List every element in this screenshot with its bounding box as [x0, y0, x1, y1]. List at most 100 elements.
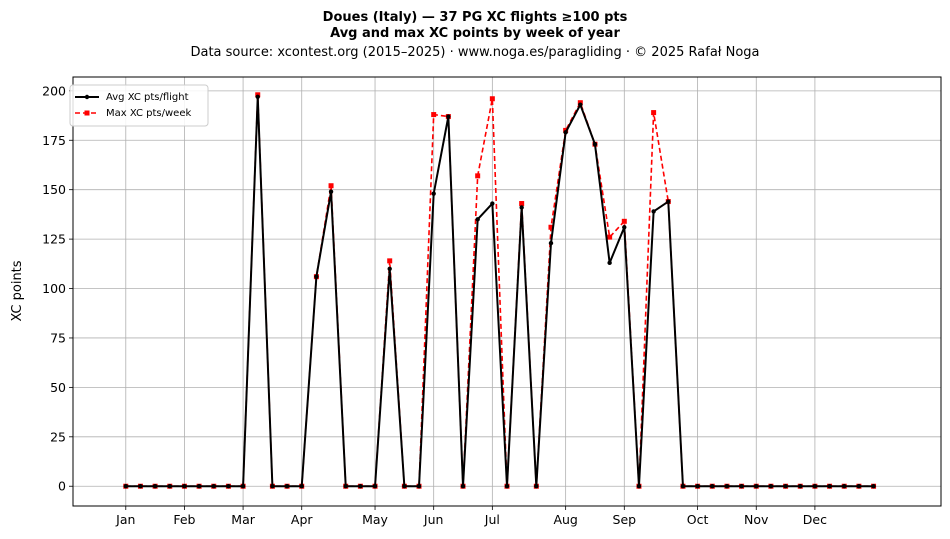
avg-series-point [724, 484, 730, 489]
avg-series-point [490, 201, 495, 206]
x-tick-label: May [362, 512, 388, 527]
legend: Avg XC pts/flight Max XC pts/week [69, 84, 209, 127]
avg-series-point [270, 484, 275, 489]
y-tick-label: 25 [50, 429, 66, 444]
avg-series-point [387, 266, 392, 271]
avg-series-point [783, 484, 788, 489]
avg-series-point [695, 484, 700, 489]
avg-series-line [125, 95, 874, 488]
avg-series-point [563, 130, 568, 135]
y-tick-label: 75 [50, 330, 66, 345]
legend-avg-label: Avg XC pts/flight [106, 92, 189, 103]
avg-series-point [138, 484, 143, 489]
y-tick-label: 200 [42, 83, 66, 98]
max-series-point [621, 218, 627, 224]
avg-series-point [827, 484, 832, 489]
avg-series-point [343, 484, 348, 489]
avg-series-point [504, 484, 510, 489]
avg-series-point [680, 484, 686, 489]
y-tick-label: 125 [42, 232, 66, 247]
avg-series-point [812, 484, 818, 489]
avg-series-point [226, 484, 231, 489]
avg-series-point [402, 484, 407, 489]
x-tick-label: Feb [173, 512, 195, 527]
tick-layer: 0 25 50 75 100 125 150 175 200 Jan Feb Mar Apr May Jun… [42, 83, 827, 527]
avg-series-point [871, 484, 876, 489]
chart-source: Data source: xcontest.org (2015–2025) · … [190, 45, 759, 60]
avg-series-point [548, 240, 554, 246]
plot-frame [72, 76, 942, 507]
avg-series-point [358, 484, 363, 489]
max-series-point [651, 110, 657, 116]
series-layer [123, 92, 877, 489]
avg-series-point [636, 484, 642, 489]
avg-series-point [856, 484, 862, 489]
y-tick-label: 150 [42, 182, 66, 197]
legend-avg-marker [84, 94, 90, 100]
avg-series-point [739, 484, 744, 489]
y-tick-label: 100 [42, 281, 66, 296]
avg-series-point [592, 142, 598, 147]
avg-series-point [607, 260, 612, 266]
avg-series-point [255, 94, 260, 99]
max-series-point [548, 224, 554, 230]
avg-series-point [314, 274, 319, 279]
x-tick-label: Dec [803, 512, 827, 527]
avg-series-point [651, 209, 656, 214]
avg-series-point [328, 189, 334, 194]
avg-series-point [534, 484, 539, 489]
avg-series-point [842, 484, 847, 489]
x-tick-label: Sep [613, 512, 637, 527]
max-series-point [475, 173, 481, 179]
chart-subtitle: Avg and max XC points by week of year [330, 26, 620, 41]
max-series-line [125, 93, 874, 488]
avg-series-point [284, 484, 290, 489]
avg-series-point [710, 484, 715, 489]
legend-box [69, 84, 209, 127]
legend-max-marker [84, 110, 90, 116]
avg-series-point [152, 484, 158, 489]
avg-series-point [622, 225, 627, 230]
avg-series-point [167, 484, 172, 489]
max-series-point [489, 96, 495, 102]
y-tick-label: 0 [58, 479, 66, 494]
avg-series-point [196, 484, 202, 489]
x-tick-label: Apr [291, 512, 313, 527]
avg-series-point [798, 484, 803, 489]
avg-series-point [372, 484, 378, 489]
legend-max-label: Max XC pts/week [106, 108, 191, 119]
x-tick-label: Jun [423, 512, 444, 527]
avg-series-point [431, 191, 436, 196]
max-series-point [607, 234, 613, 240]
max-series-point [519, 201, 525, 207]
avg-series-point [211, 484, 216, 489]
avg-series-point [578, 102, 583, 107]
y-tick-label: 175 [42, 133, 66, 148]
avg-series-point [123, 484, 128, 489]
y-axis-label: XC points [10, 260, 25, 321]
max-series-point [431, 112, 437, 118]
avg-series-point [240, 484, 246, 489]
x-tick-label: Jul [484, 512, 500, 527]
x-tick-label: Oct [687, 512, 709, 527]
avg-series-point [182, 484, 187, 489]
avg-series-point [299, 484, 304, 489]
chart-title: Doues (Italy) — 37 PG XC flights ≥100 pt… [323, 10, 628, 25]
max-series-point [387, 258, 393, 264]
avg-series-point [754, 484, 759, 489]
y-tick-label: 50 [50, 380, 66, 395]
grid-layer [73, 77, 941, 506]
x-tick-label: Aug [553, 512, 577, 527]
avg-series-point [446, 114, 451, 119]
avg-series-point [416, 484, 422, 489]
x-tick-label: Mar [231, 512, 255, 527]
x-tick-label: Nov [744, 512, 769, 527]
max-series-point [328, 183, 334, 189]
avg-series-point [475, 217, 480, 222]
avg-series-point [460, 484, 466, 489]
avg-series-point [768, 484, 774, 489]
avg-series-point [666, 199, 671, 204]
avg-series-point [519, 205, 524, 210]
x-tick-label: Jan [115, 512, 135, 527]
